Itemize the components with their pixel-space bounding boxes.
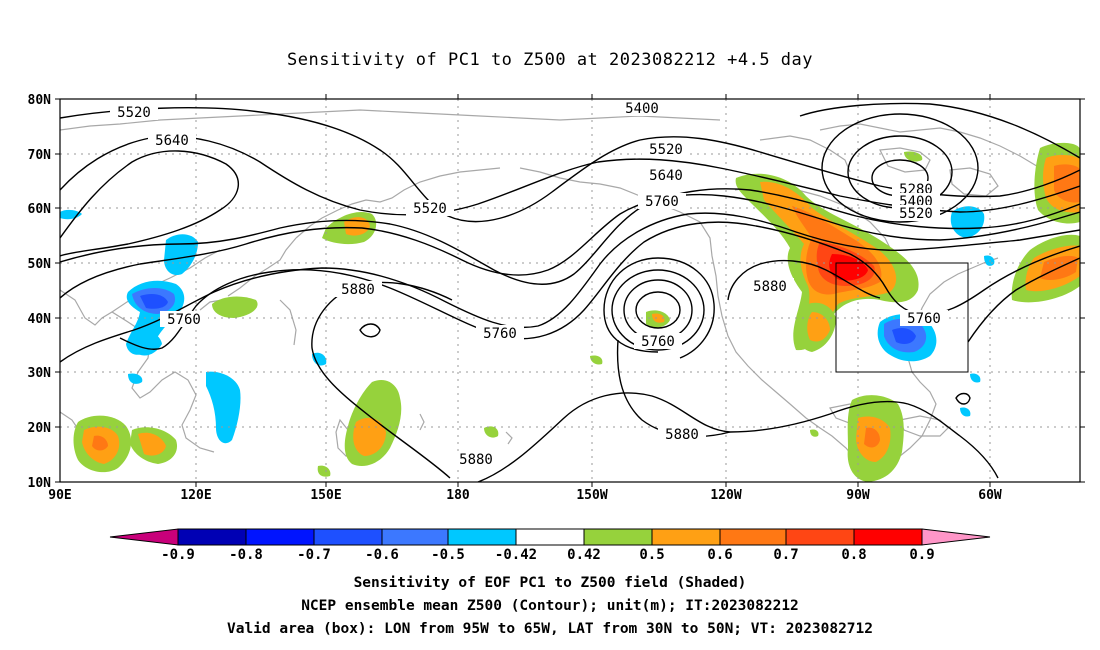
- colorbar-swatch: [313, 528, 383, 546]
- contour-label: 5520: [117, 105, 151, 121]
- colorbar-swatch: [921, 528, 991, 546]
- lat-label: 20N: [28, 421, 52, 436]
- colorbar-swatch: [245, 528, 315, 546]
- contour-label: 5520: [649, 142, 683, 158]
- lat-label: 60N: [28, 202, 52, 217]
- lon-label: 180: [446, 488, 470, 503]
- plot-frame: [59, 98, 1081, 483]
- contour-label: 5760: [645, 194, 679, 210]
- contour-label: 5520: [899, 206, 933, 222]
- lat-label: 30N: [28, 366, 52, 381]
- lon-label: 120E: [180, 488, 211, 503]
- lat-label: 40N: [28, 312, 52, 327]
- contour-label: 5640: [649, 168, 683, 184]
- contour-labels: 5520 5640 5400 5520 5640 5760 5520 5280 …: [110, 100, 948, 468]
- lon-label: 120W: [710, 488, 741, 503]
- colorbar-label: -0.7: [297, 547, 331, 563]
- colorbar-labels: -0.9 -0.8 -0.7 -0.6 -0.5 -0.42 0.42 0.5 …: [161, 547, 935, 563]
- colorbar-label: -0.6: [365, 547, 399, 563]
- lon-label: 90W: [846, 488, 870, 503]
- colorbar-swatch: [381, 528, 449, 546]
- colorbar-label: -0.42: [495, 547, 537, 563]
- contour-label: 5880: [753, 279, 787, 295]
- contour-label: 5520: [413, 201, 447, 217]
- contour-label: 5760: [907, 311, 941, 327]
- colorbar-label: 0.9: [909, 547, 934, 563]
- colorbar-label: -0.9: [161, 547, 195, 563]
- colorbar-label: 0.6: [707, 547, 732, 563]
- contour-label: 5880: [341, 282, 375, 298]
- contour-label: 5760: [641, 334, 675, 350]
- lat-label: 10N: [28, 476, 52, 491]
- colorbar-label: 0.5: [639, 547, 664, 563]
- colorbar-swatch: [651, 528, 721, 546]
- colorbar-label: 0.42: [567, 547, 601, 563]
- colorbar-swatch: [785, 528, 855, 546]
- colorbar-swatch: [447, 528, 517, 546]
- colorbar-label: -0.5: [431, 547, 465, 563]
- caption-line-1: Sensitivity of EOF PC1 to Z500 field (Sh…: [353, 575, 747, 591]
- colorbar-swatch: [583, 528, 653, 546]
- contour-label: 5400: [625, 101, 659, 117]
- contour-label: 5880: [665, 427, 699, 443]
- lon-label: 150W: [576, 488, 607, 503]
- lon-label: 150E: [310, 488, 341, 503]
- colorbar-swatch: [109, 528, 179, 546]
- contour-label: 5880: [459, 452, 493, 468]
- lon-axis: [195, 94, 991, 487]
- lat-label: 50N: [28, 257, 52, 272]
- contour-label: 5760: [167, 312, 201, 328]
- colorbar-label: 0.8: [841, 547, 866, 563]
- lon-label: 90E: [48, 488, 71, 503]
- colorbar-swatch: [719, 528, 787, 546]
- colorbar-label: -0.8: [229, 547, 263, 563]
- map-title: Sensitivity of PC1 to Z500 at 2023082212…: [286, 50, 813, 70]
- caption-line-3: Valid area (box): LON from 95W to 65W, L…: [226, 621, 873, 637]
- colorbar-label: 0.7: [773, 547, 798, 563]
- plot-area: [60, 99, 1080, 482]
- valid-area-box: [835, 262, 969, 373]
- negative-sensitivity-shading: [60, 206, 995, 444]
- caption-line-2: NCEP ensemble mean Z500 (Contour); unit(…: [301, 598, 799, 614]
- lon-label: 60W: [978, 488, 1002, 503]
- lat-axis: [55, 98, 1085, 483]
- contour-label: 5760: [483, 326, 517, 342]
- colorbar: [109, 528, 991, 546]
- colorbar-swatch: [853, 528, 923, 546]
- contour-label: 5640: [155, 133, 189, 149]
- lat-label: 70N: [28, 148, 52, 163]
- colorbar-swatch: [177, 528, 247, 546]
- lat-label: 80N: [28, 93, 52, 108]
- colorbar-swatch: [515, 528, 585, 546]
